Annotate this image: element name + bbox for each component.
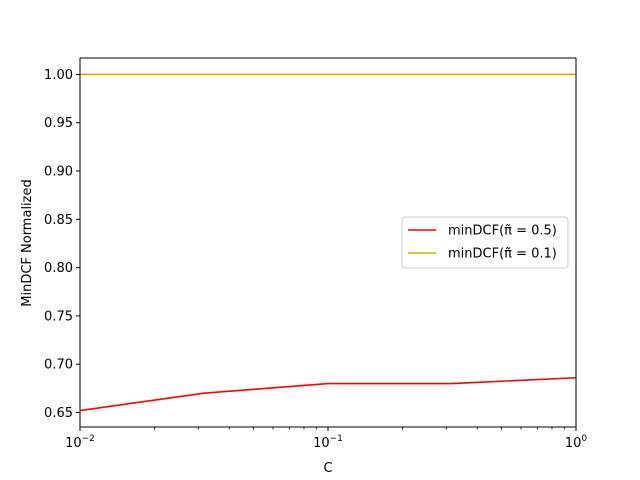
x-tick-label: 10−1 — [313, 434, 343, 451]
y-tick-label: 0.95 — [44, 116, 73, 131]
y-axis-label: MinDCF Normalized — [20, 179, 35, 307]
axis-ticks: 0.65 0.70 0.75 0.80 0.85 0.90 0.95 1.00 10−2 10−1… — [44, 68, 587, 451]
y-tick-label: 0.85 — [44, 213, 73, 228]
legend-label-2: minDCF(π̃ = 0.1) — [448, 247, 557, 262]
series-line-1 — [79, 376, 577, 412]
y-tick-label: 0.80 — [44, 261, 73, 276]
legend-box — [401, 216, 569, 269]
x-tick-label: 100 — [565, 434, 588, 451]
y-tick-label: 0.90 — [44, 165, 73, 180]
plot-area — [79, 73, 577, 412]
legend: minDCF(π̃ = 0.5) minDCF(π̃ = 0.1) — [401, 216, 569, 269]
legend-label-1: minDCF(π̃ = 0.5) — [448, 224, 557, 239]
x-tick-label: 10−2 — [65, 434, 95, 451]
y-tick-label: 0.65 — [44, 406, 73, 421]
y-tick-label: 1.00 — [44, 68, 73, 83]
y-tick-label: 0.70 — [44, 358, 73, 373]
y-tick-label: 0.75 — [44, 309, 73, 324]
x-axis-label: C — [323, 461, 332, 476]
